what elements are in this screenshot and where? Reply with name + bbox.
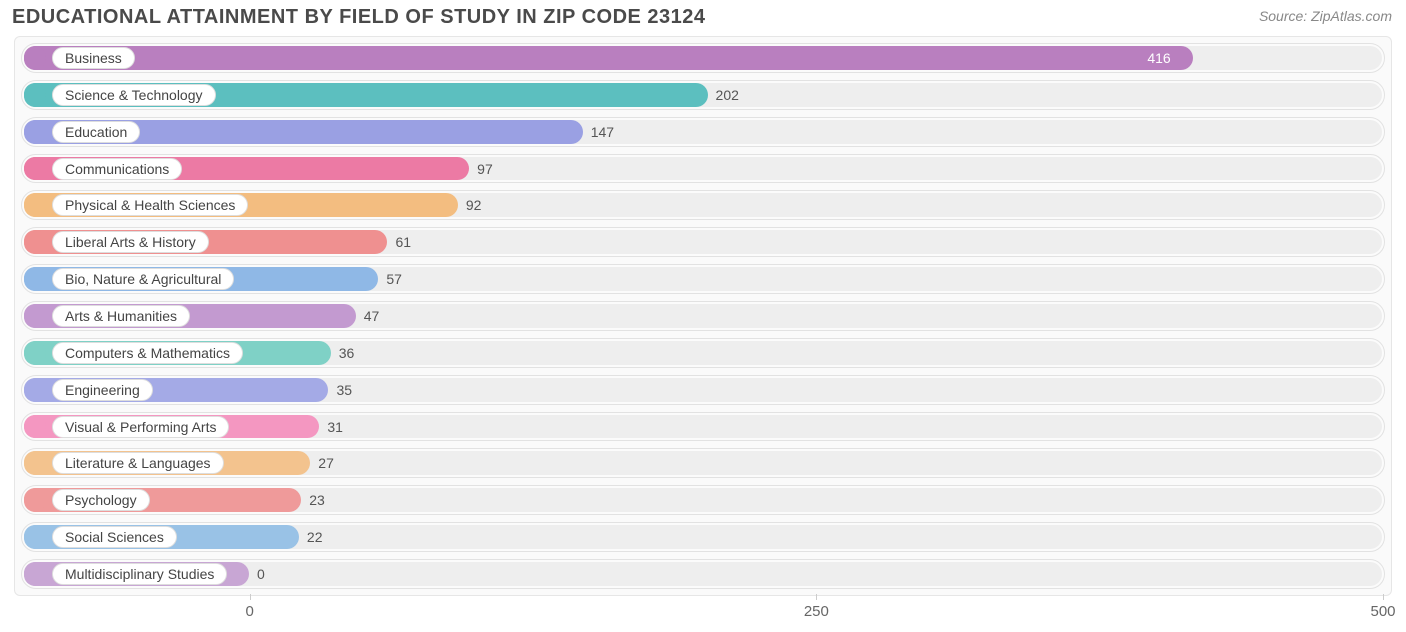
bar-value: 47 — [364, 308, 380, 324]
bar-row: Education 147 — [21, 117, 1385, 147]
bar-cap — [24, 46, 46, 70]
bar-value: 202 — [716, 87, 739, 103]
bar-value: 36 — [339, 345, 355, 361]
bar-label: Communications — [52, 158, 182, 180]
bar-label: Arts & Humanities — [52, 305, 190, 327]
bar-label: Computers & Mathematics — [52, 342, 243, 364]
bar-value: 61 — [395, 234, 411, 250]
bar-row: Business 416 — [21, 43, 1385, 73]
bar-cap — [24, 378, 46, 402]
bar-row: Computers & Mathematics 36 — [21, 338, 1385, 368]
bar-row: Multidisciplinary Studies 0 — [21, 559, 1385, 589]
bar-cap — [24, 230, 46, 254]
bar-value: 416 — [1147, 50, 1170, 66]
bar-label: Liberal Arts & History — [52, 231, 209, 253]
bar-row: Visual & Performing Arts 31 — [21, 412, 1385, 442]
bar-value: 97 — [477, 161, 493, 177]
bar-value: 0 — [257, 566, 265, 582]
bar-label: Social Sciences — [52, 526, 177, 548]
bar-row: Engineering 35 — [21, 375, 1385, 405]
bar-row: Bio, Nature & Agricultural 57 — [21, 264, 1385, 294]
bar-cap — [24, 488, 46, 512]
bar-value: 92 — [466, 197, 482, 213]
bar-cap — [24, 304, 46, 328]
bar-label: Physical & Health Sciences — [52, 194, 248, 216]
bar-label: Science & Technology — [52, 84, 216, 106]
bar-label: Engineering — [52, 379, 153, 401]
bar-cap — [24, 83, 46, 107]
bar-value: 57 — [386, 271, 402, 287]
bar-label: Bio, Nature & Agricultural — [52, 268, 234, 290]
bar-label: Psychology — [52, 489, 150, 511]
bar-cap — [24, 451, 46, 475]
bar-label: Literature & Languages — [52, 452, 224, 474]
bar-value: 23 — [309, 492, 325, 508]
bars-container: Business 416 Science & Technology 202 Educat… — [21, 43, 1385, 589]
bar-cap — [24, 120, 46, 144]
source-attribution: Source: ZipAtlas.com — [1259, 8, 1392, 24]
bar-row: Physical & Health Sciences 92 — [21, 190, 1385, 220]
bar-cap — [24, 193, 46, 217]
bar-value: 22 — [307, 529, 323, 545]
bar-row: Psychology 23 — [21, 485, 1385, 515]
bar-row: Social Sciences 22 — [21, 522, 1385, 552]
bar-value: 147 — [591, 124, 614, 140]
bar-fill — [24, 46, 1193, 70]
x-tick-mark — [250, 594, 251, 600]
bar-value: 27 — [318, 455, 334, 471]
bar-label: Multidisciplinary Studies — [52, 563, 227, 585]
bar-label: Visual & Performing Arts — [52, 416, 229, 438]
bar-cap — [24, 562, 46, 586]
bar-label: Education — [52, 121, 140, 143]
bar-row: Literature & Languages 27 — [21, 448, 1385, 478]
chart-title: EDUCATIONAL ATTAINMENT BY FIELD OF STUDY… — [12, 6, 706, 29]
bar-row: Science & Technology 202 — [21, 80, 1385, 110]
bar-value: 31 — [327, 419, 343, 435]
bar-row: Liberal Arts & History 61 — [21, 227, 1385, 257]
bar-cap — [24, 341, 46, 365]
bar-row: Arts & Humanities 47 — [21, 301, 1385, 331]
bar-cap — [24, 157, 46, 181]
bar-label: Business — [52, 47, 135, 69]
chart-area: Business 416 Science & Technology 202 Educat… — [14, 36, 1392, 596]
x-tick-mark — [816, 594, 817, 600]
x-tick-label: 0 — [230, 603, 270, 620]
x-tick-mark — [1383, 594, 1384, 600]
bar-cap — [24, 267, 46, 291]
bar-value: 35 — [336, 382, 352, 398]
x-tick-label: 250 — [796, 603, 836, 620]
bar-cap — [24, 415, 46, 439]
x-tick-label: 500 — [1363, 603, 1403, 620]
x-axis: 0250500 — [14, 600, 1392, 628]
bar-row: Communications 97 — [21, 154, 1385, 184]
bar-cap — [24, 525, 46, 549]
